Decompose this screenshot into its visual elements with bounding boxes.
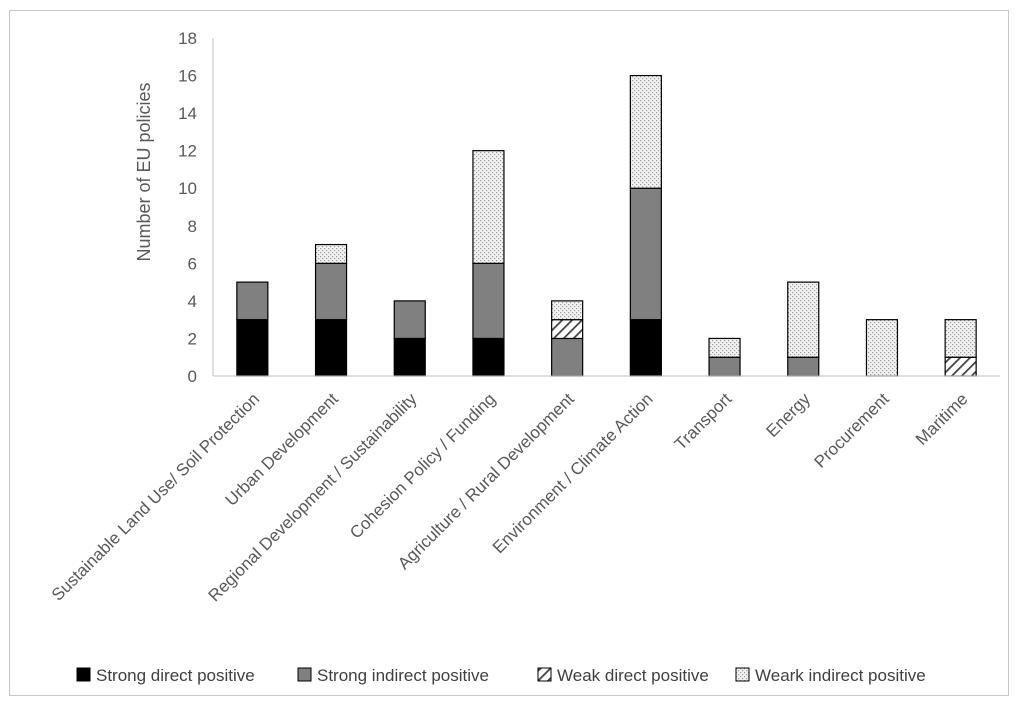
x-axis: Sustainable Land Use/ Soil ProtectionUrb… <box>48 375 1000 605</box>
y-tick-label: 6 <box>188 254 197 273</box>
y-tick-label: 2 <box>188 329 197 348</box>
y-tick-label: 0 <box>188 367 197 386</box>
bar-segment-weark-indirect-positive <box>708 337 741 358</box>
x-tick-label: Cohesion Policy / Funding <box>346 389 499 542</box>
bar-segment-strong-indirect-positive <box>236 281 269 321</box>
bar-segment-weark-indirect-positive <box>472 150 505 264</box>
bar-segment-weark-indirect-positive <box>629 74 662 189</box>
bar-segment-strong-direct-positive <box>472 337 505 377</box>
bar-segment-strong-indirect-positive <box>708 356 741 377</box>
legend-swatch <box>76 667 91 682</box>
bar-segment-weak-direct-positive <box>551 319 584 340</box>
y-tick-label: 12 <box>178 142 197 161</box>
bar-segment-weark-indirect-positive <box>944 319 977 358</box>
bar-segment-weak-direct-positive <box>944 356 977 377</box>
legend-label: Weark indirect positive <box>755 666 926 685</box>
bar-segment-strong-direct-positive <box>314 319 348 377</box>
x-tick-label: Environment / Climate Action <box>489 389 657 557</box>
y-axis: 0 2 4 6 8 10 12 14 16 18 <box>178 29 214 386</box>
y-tick-label: 14 <box>178 104 197 123</box>
chart-frame <box>9 10 1009 696</box>
legend-swatch <box>537 667 552 682</box>
bar-segment-strong-indirect-positive <box>314 262 348 321</box>
legend-swatch <box>297 667 312 682</box>
bar-segment-strong-direct-positive <box>236 319 269 377</box>
bar-segment-strong-indirect-positive <box>787 356 820 377</box>
y-axis-label: Number of EU policies <box>134 82 154 261</box>
x-tick-label: Energy <box>763 389 815 441</box>
x-tick-label: Procurement <box>811 389 893 471</box>
bar-segment-weark-indirect-positive <box>865 319 899 377</box>
y-tick-label: 18 <box>178 29 197 48</box>
bar-segment-strong-indirect-positive <box>629 187 662 321</box>
bar-segment-weark-indirect-positive <box>551 300 584 321</box>
legend-swatch <box>735 667 750 682</box>
x-tick-label: Transport <box>671 389 736 454</box>
bar-segment-strong-indirect-positive <box>393 300 426 340</box>
y-tick-label: 4 <box>188 292 197 311</box>
y-tick-label: 10 <box>178 179 197 198</box>
y-tick-label: 16 <box>178 67 197 86</box>
x-tick-label: Maritime <box>912 389 972 449</box>
bar-segment-weark-indirect-positive <box>314 243 348 264</box>
y-tick-label: 8 <box>188 217 197 236</box>
legend-label: Strong indirect positive <box>317 666 489 685</box>
bar-segment-strong-indirect-positive <box>551 337 584 377</box>
bar-segment-strong-indirect-positive <box>472 262 505 340</box>
bars <box>236 74 977 377</box>
bar-segment-strong-direct-positive <box>629 319 662 377</box>
bar-segment-weark-indirect-positive <box>787 281 820 358</box>
legend-label: Strong direct positive <box>96 666 255 685</box>
legend: Strong direct positive Strong indirect po… <box>76 666 926 685</box>
legend-label: Weak direct positive <box>557 666 709 685</box>
bar-segment-strong-direct-positive <box>393 337 426 377</box>
